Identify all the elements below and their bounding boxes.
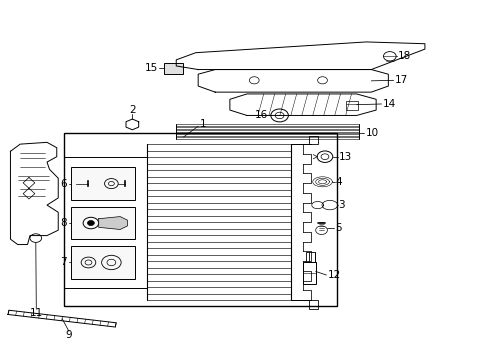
Text: 14: 14	[382, 99, 395, 109]
Bar	[71, 246, 135, 279]
Bar	[308, 300, 317, 309]
Text: 12: 12	[327, 270, 340, 280]
Text: 1: 1	[199, 120, 206, 129]
Bar	[163, 63, 182, 74]
Bar	[64, 134, 336, 306]
Bar	[71, 207, 135, 239]
Text: 2: 2	[129, 105, 135, 115]
Text: 13: 13	[338, 152, 351, 162]
Polygon shape	[99, 217, 127, 229]
Text: 15: 15	[144, 63, 158, 73]
Text: 16: 16	[254, 111, 267, 121]
Text: 11: 11	[30, 309, 43, 318]
Circle shape	[87, 221, 94, 226]
Text: 17: 17	[394, 75, 407, 85]
Text: 5: 5	[334, 224, 341, 233]
Text: 4: 4	[335, 177, 342, 187]
Text: 9: 9	[65, 330, 72, 340]
Text: 10: 10	[365, 128, 378, 138]
Text: 3: 3	[337, 200, 344, 210]
Bar	[303, 262, 315, 284]
Bar	[305, 252, 314, 262]
Text: 18: 18	[397, 51, 410, 61]
Text: 6: 6	[60, 179, 66, 189]
Bar	[308, 136, 317, 144]
Bar	[71, 167, 135, 200]
Text: 8: 8	[60, 218, 66, 228]
Bar	[345, 101, 357, 110]
Text: 7: 7	[60, 257, 66, 267]
